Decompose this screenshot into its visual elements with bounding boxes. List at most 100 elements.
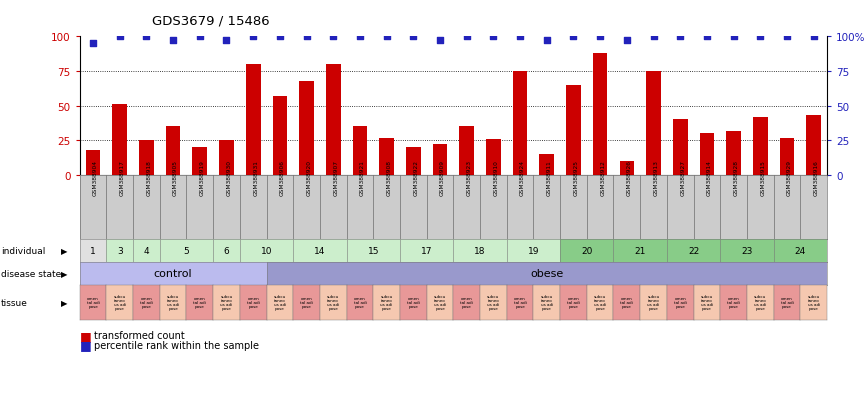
Text: 6: 6	[223, 247, 229, 255]
Point	[300, 34, 313, 40]
Text: subcu
taneo
us adi
pose: subcu taneo us adi pose	[540, 294, 553, 311]
Text: omen
tal adi
pose: omen tal adi pose	[780, 297, 793, 309]
Text: subcu
taneo
us adi
pose: subcu taneo us adi pose	[434, 294, 446, 311]
Text: subcu
taneo
us adi
pose: subcu taneo us adi pose	[808, 294, 820, 311]
Text: subcu
taneo
us adi
pose: subcu taneo us adi pose	[701, 294, 713, 311]
Point	[540, 38, 553, 45]
Text: GSM388904: GSM388904	[93, 159, 98, 195]
Text: 10: 10	[261, 247, 272, 255]
Point	[647, 34, 661, 40]
Text: subcu
taneo
us adi
pose: subcu taneo us adi pose	[220, 294, 233, 311]
Text: 5: 5	[184, 247, 190, 255]
Point	[700, 34, 714, 40]
Text: omen
tal adi
pose: omen tal adi pose	[567, 297, 580, 309]
Point	[326, 34, 340, 40]
Point	[620, 38, 634, 45]
Text: 18: 18	[475, 247, 486, 255]
Bar	[300, 81, 313, 176]
Text: GSM388920: GSM388920	[307, 159, 312, 195]
Text: GSM388918: GSM388918	[146, 159, 152, 195]
Point	[673, 34, 687, 40]
Text: subcu
taneo
us adi
pose: subcu taneo us adi pose	[648, 294, 660, 311]
Text: GSM388914: GSM388914	[707, 159, 712, 195]
Text: omen
tal adi
pose: omen tal adi pose	[407, 297, 420, 309]
Bar	[326, 65, 340, 176]
Bar	[646, 72, 661, 176]
Text: ■: ■	[80, 329, 92, 342]
Bar	[246, 65, 261, 176]
Text: GSM388909: GSM388909	[440, 159, 445, 195]
Bar	[700, 134, 714, 176]
Text: 22: 22	[688, 247, 699, 255]
Text: omen
tal adi
pose: omen tal adi pose	[353, 297, 366, 309]
Text: GSM388922: GSM388922	[413, 159, 418, 195]
Text: GSM388929: GSM388929	[787, 159, 792, 195]
Bar	[273, 97, 288, 176]
Text: GSM388925: GSM388925	[573, 159, 578, 195]
Text: 15: 15	[367, 247, 379, 255]
Text: GSM388910: GSM388910	[494, 159, 499, 195]
Text: 14: 14	[314, 247, 326, 255]
Text: GSM388923: GSM388923	[467, 159, 472, 195]
Text: GSM388921: GSM388921	[360, 159, 365, 195]
Point	[433, 38, 447, 45]
Text: 4: 4	[144, 247, 149, 255]
Text: 21: 21	[635, 247, 646, 255]
Text: GSM388912: GSM388912	[600, 159, 605, 195]
Point	[514, 34, 527, 40]
Text: subcu
taneo
us adi
pose: subcu taneo us adi pose	[380, 294, 393, 311]
Text: GSM388905: GSM388905	[173, 159, 178, 195]
Text: 1: 1	[90, 247, 96, 255]
Text: subcu
taneo
us adi
pose: subcu taneo us adi pose	[274, 294, 286, 311]
Text: ■: ■	[80, 338, 92, 351]
Text: ▶: ▶	[61, 269, 68, 278]
Text: tissue: tissue	[1, 298, 28, 307]
Text: ▶: ▶	[61, 247, 68, 255]
Point	[353, 34, 367, 40]
Bar	[352, 127, 367, 176]
Point	[406, 34, 420, 40]
Text: GSM388930: GSM388930	[227, 159, 231, 195]
Text: GSM388916: GSM388916	[814, 159, 818, 195]
Text: omen
tal adi
pose: omen tal adi pose	[514, 297, 527, 309]
Text: omen
tal adi
pose: omen tal adi pose	[674, 297, 687, 309]
Bar	[219, 141, 234, 176]
Bar	[165, 127, 180, 176]
Point	[566, 34, 580, 40]
Text: omen
tal adi
pose: omen tal adi pose	[301, 297, 313, 309]
Text: GSM388927: GSM388927	[680, 159, 685, 195]
Text: GSM388919: GSM388919	[200, 159, 204, 195]
Text: percentile rank within the sample: percentile rank within the sample	[94, 340, 259, 350]
Text: 20: 20	[581, 247, 592, 255]
Bar	[806, 116, 821, 176]
Text: GSM388913: GSM388913	[654, 159, 658, 195]
Text: omen
tal adi
pose: omen tal adi pose	[247, 297, 260, 309]
Text: GSM388926: GSM388926	[627, 159, 632, 195]
Point	[113, 34, 126, 40]
Text: omen
tal adi
pose: omen tal adi pose	[727, 297, 740, 309]
Text: GSM388924: GSM388924	[520, 159, 525, 195]
Bar	[406, 148, 421, 176]
Text: subcu
taneo
us adi
pose: subcu taneo us adi pose	[113, 294, 126, 311]
Bar	[593, 54, 607, 176]
Bar	[779, 138, 794, 176]
Bar	[113, 105, 127, 176]
Text: omen
tal adi
pose: omen tal adi pose	[461, 297, 473, 309]
Text: GSM388931: GSM388931	[253, 159, 258, 195]
Text: GSM388908: GSM388908	[386, 159, 391, 195]
Bar	[86, 151, 100, 176]
Text: GSM388906: GSM388906	[280, 159, 285, 195]
Bar	[513, 72, 527, 176]
Point	[166, 38, 180, 45]
Text: GSM388907: GSM388907	[333, 159, 339, 195]
Text: 17: 17	[421, 247, 432, 255]
Text: GSM388928: GSM388928	[734, 159, 739, 195]
Point	[807, 34, 821, 40]
Bar	[727, 131, 741, 176]
Point	[193, 34, 207, 40]
Text: individual: individual	[1, 247, 45, 255]
Bar	[379, 138, 394, 176]
Text: subcu
taneo
us adi
pose: subcu taneo us adi pose	[594, 294, 606, 311]
Point	[220, 38, 234, 45]
Point	[460, 34, 474, 40]
